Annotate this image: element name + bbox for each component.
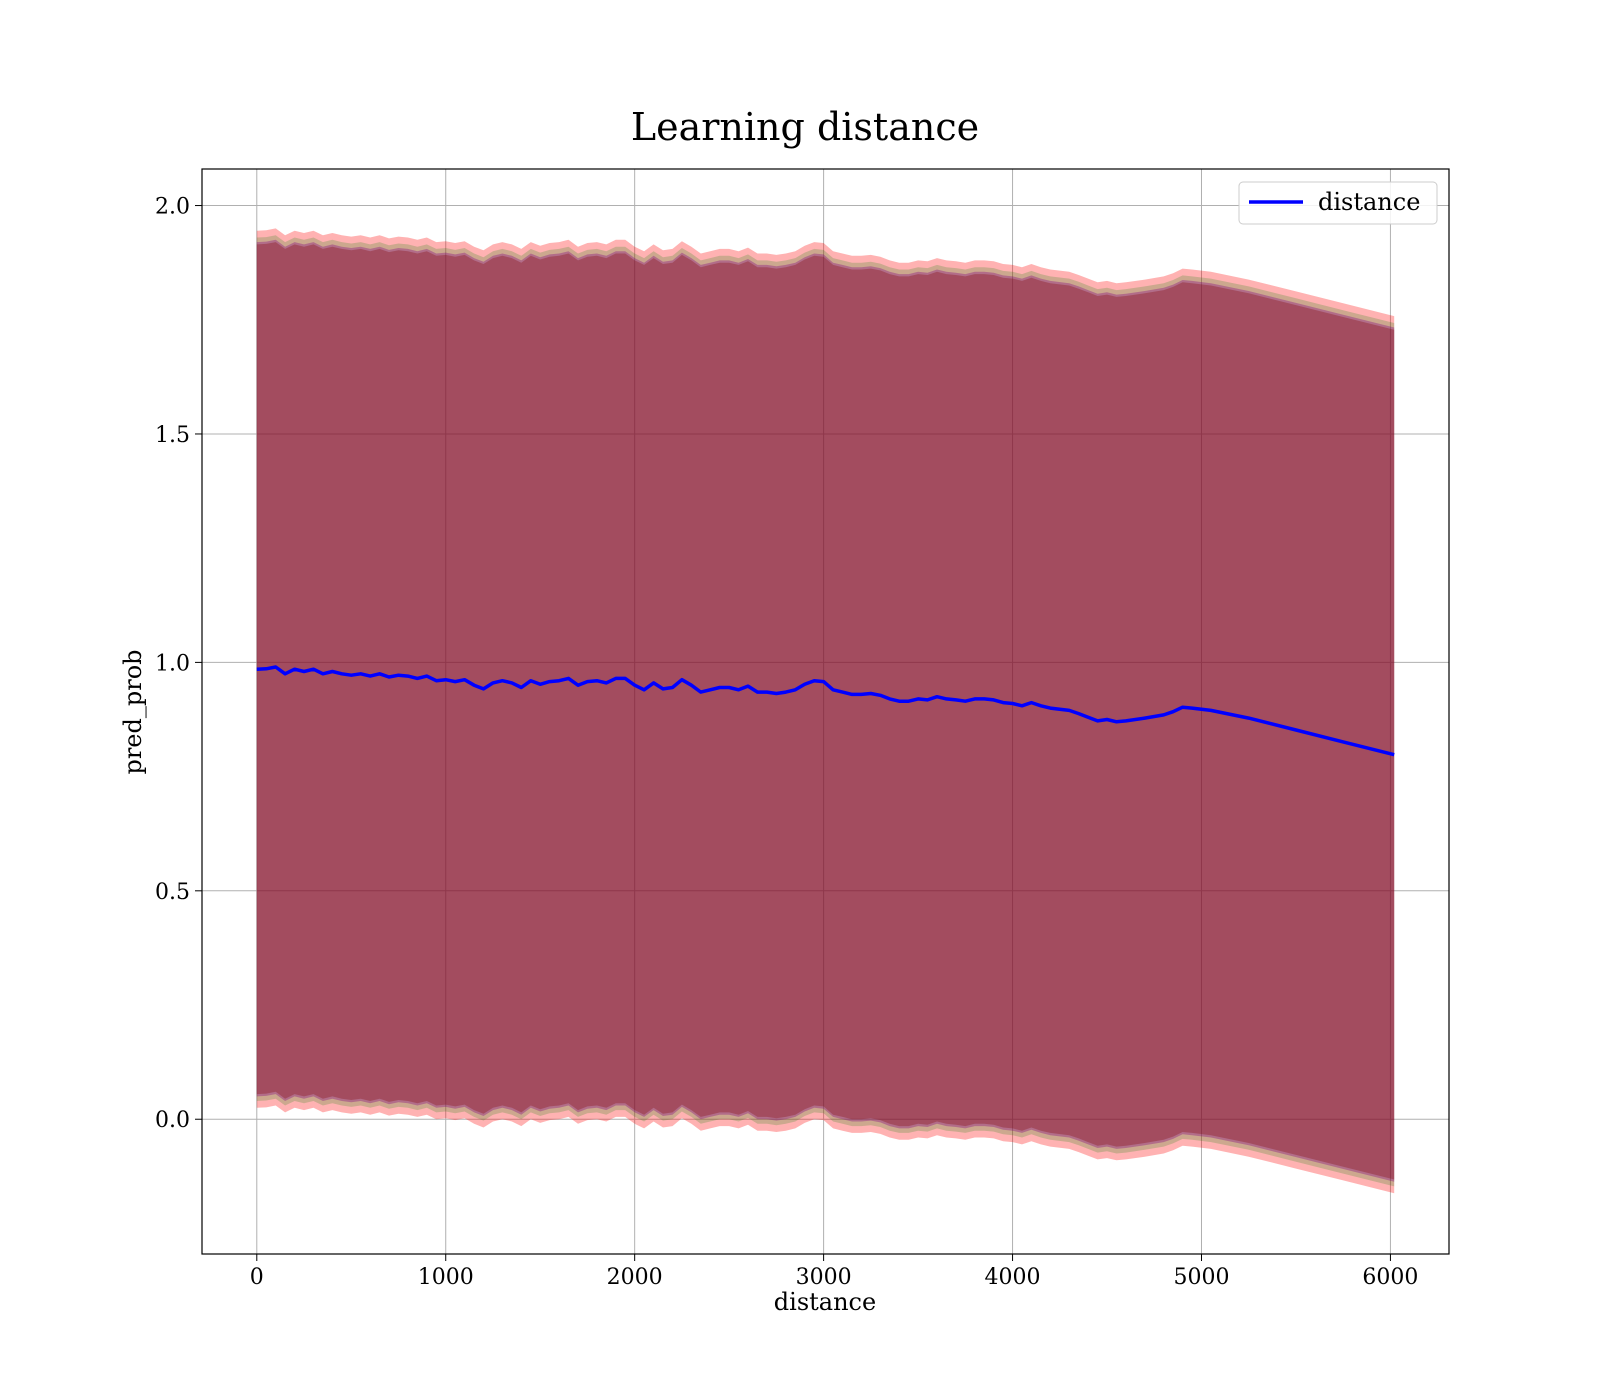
x-tick-label: 3000 (796, 1265, 852, 1290)
y-tick-label: 0.0 (155, 1108, 190, 1133)
y-axis-label: pred_prob (119, 649, 147, 774)
x-tick-label: 4000 (985, 1265, 1041, 1290)
series-lines (256, 665, 1395, 757)
y-axis-ticks: 0.0 0.5 1.0 1.5 2.0 (155, 195, 202, 1133)
legend-box (1238, 181, 1438, 225)
y-tick-label: 0.5 (155, 880, 190, 905)
x-tick-label: 0 (250, 1265, 264, 1290)
chart-title: Learning distance (631, 105, 979, 149)
plot-area: 0 1000 2000 3000 4000 5000 6000 0.0 0.5 1.0 1.5 2.… (155, 168, 1450, 1290)
confidence-band-0 (256, 228, 1395, 1194)
confidence-band-1 (256, 235, 1395, 1187)
x-axis-ticks: 0 1000 2000 3000 4000 5000 6000 (250, 1254, 1418, 1290)
legend-label-distance: distance (1318, 188, 1420, 216)
x-tick-label: 5000 (1173, 1265, 1229, 1290)
uncertainty-bands (256, 228, 1395, 1194)
x-tick-label: 6000 (1362, 1265, 1418, 1290)
y-tick-label: 2.0 (155, 195, 190, 220)
x-tick-label: 2000 (607, 1265, 663, 1290)
legend: distance (1238, 181, 1438, 225)
confidence-band-3 (256, 242, 1395, 1180)
y-tick-label: 1.5 (155, 423, 190, 448)
grid (202, 169, 1449, 1254)
y-tick-label: 1.0 (155, 651, 190, 676)
confidence-band-2 (256, 239, 1395, 1182)
x-tick-label: 1000 (418, 1265, 474, 1290)
series-line-distance (256, 665, 1395, 757)
x-axis-label: distance (774, 1288, 876, 1316)
plot-frame (201, 168, 1450, 1255)
